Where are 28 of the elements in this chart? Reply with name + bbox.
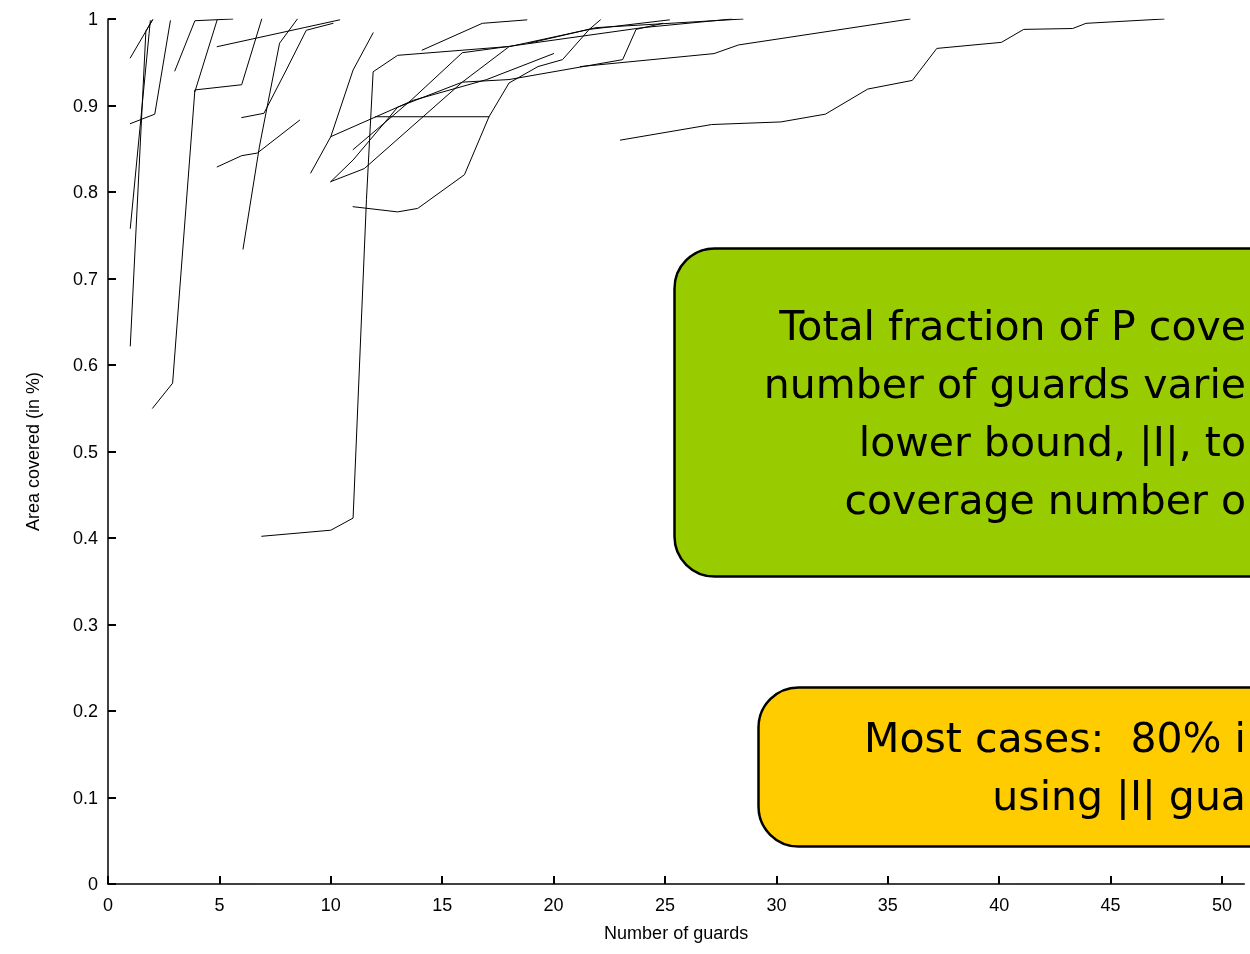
y-tick-label: 0.4	[72, 528, 98, 548]
callout-box: Most cases: 80% i using |I| gua	[757, 686, 1250, 848]
x-tick-label: 0	[102, 895, 114, 915]
y-tick-label: 0	[87, 874, 98, 894]
y-tick-label: 0.3	[72, 614, 98, 635]
y-tick-label: 0.5	[72, 441, 98, 462]
x-tick-label: 20	[543, 895, 564, 915]
annotation: Most cases: 80% i using |I| gua	[864, 713, 1246, 822]
x-tick-label: 25	[654, 895, 676, 915]
callout-box: Total fraction of P cove number of guards varie lower bound, |I|, to coverage number o	[673, 247, 1250, 578]
y-tick-label: 0.8	[72, 182, 98, 202]
x-tick-label: 30	[766, 895, 787, 915]
x-tick-label: 50	[1211, 895, 1233, 915]
x-tick-label: 5	[214, 895, 225, 915]
x-tick-label: 40	[989, 895, 1010, 915]
y-tick-label: 1	[87, 9, 98, 29]
y-axis-title: Area covered (in %)	[23, 371, 43, 532]
x-tick-label: 10	[320, 895, 341, 915]
annotation: Total fraction of P cove number of guards varie lower bound, |I|, to coverage number o	[763, 300, 1246, 526]
x-tick-label: 45	[1100, 895, 1121, 915]
y-tick-label: 0.2	[72, 701, 98, 721]
y-tick-label: 0.9	[72, 95, 98, 116]
x-tick-label: 35	[877, 895, 898, 915]
x-tick-label: 15	[432, 895, 453, 915]
y-tick-label: 0.7	[72, 268, 98, 289]
y-tick-label: 0.6	[72, 355, 98, 375]
x-axis-title: Number of guards	[604, 923, 749, 943]
y-tick-label: 0.1	[72, 787, 98, 808]
